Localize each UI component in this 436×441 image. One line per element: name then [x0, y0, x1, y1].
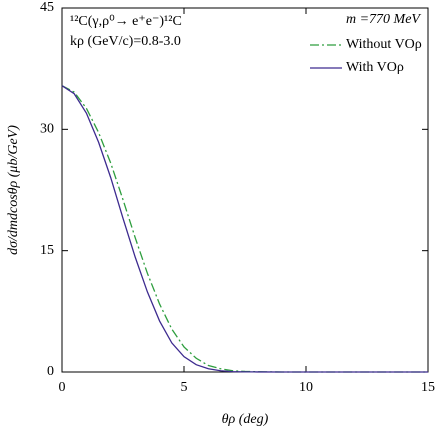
- legend-label: With VOρ: [346, 60, 404, 75]
- x-tick-label: 5: [181, 380, 188, 395]
- y-tick-label: 30: [40, 122, 54, 137]
- y-tick-label: 45: [40, 0, 54, 15]
- y-tick-label: 15: [40, 243, 54, 258]
- annotation: kρ (GeV/c)=0.8-3.0: [70, 34, 181, 49]
- y-tick-label: 0: [47, 364, 54, 379]
- annotation: ¹²C(γ,ρ⁰→ e⁺e⁻)¹²C: [70, 14, 182, 29]
- x-tick-label: 15: [421, 380, 435, 395]
- legend-label: Without VOρ: [346, 37, 422, 52]
- x-tick-label: 0: [59, 380, 66, 395]
- x-tick-label: 10: [299, 380, 313, 395]
- y-axis-label: dσ/dmdcosθρ (μb/GeV): [6, 125, 21, 255]
- x-axis-label: θρ (deg): [222, 412, 269, 427]
- annotation: m =770 MeV: [346, 12, 421, 27]
- data-line: [61, 85, 428, 373]
- data-line: [61, 85, 428, 373]
